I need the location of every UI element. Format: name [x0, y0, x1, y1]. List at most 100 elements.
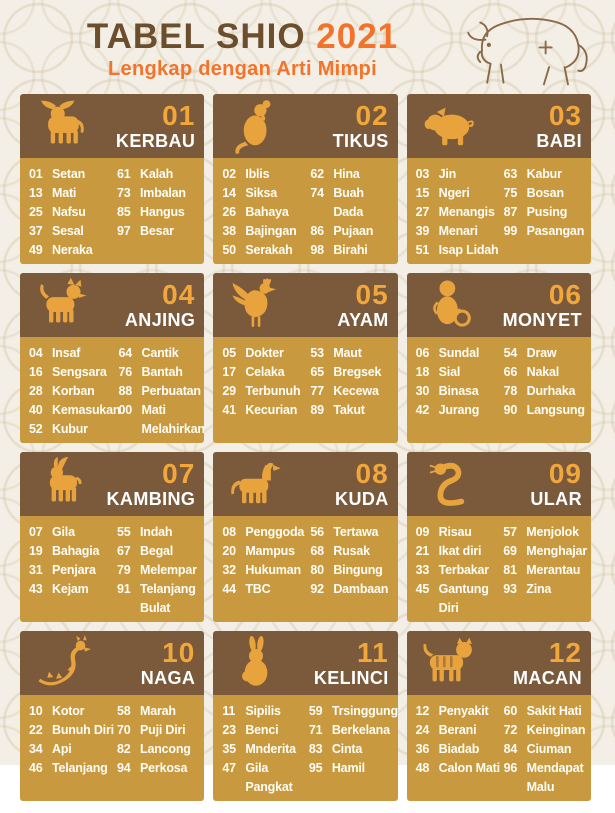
dream-entry: 01 Setan: [29, 165, 114, 184]
dream-entry: 33 Terbakar: [416, 561, 501, 580]
entry-number: 43: [29, 582, 43, 596]
entry-number: 60: [503, 704, 518, 718]
entry-word: Bosan: [526, 186, 564, 200]
entry-number: 30: [415, 384, 430, 398]
entry-number: 15: [415, 186, 430, 200]
entry-number: 03: [415, 167, 430, 181]
dream-entry: 41 Kecurian: [222, 401, 307, 420]
dream-entry: 71 Berkelana: [309, 721, 394, 740]
rooster-icon: [217, 276, 295, 334]
entry-word: Sial: [438, 365, 461, 379]
dream-entry: 40 Kemasukan: [29, 401, 121, 420]
card-name: BABI: [536, 131, 582, 151]
page-title: TABEL SHIO 2021: [44, 18, 441, 56]
entry-word: Marah: [140, 704, 176, 718]
entry-number: 57: [503, 525, 517, 539]
entry-word: Insaf: [52, 346, 81, 360]
entry-number: 45: [415, 582, 430, 596]
entry-word: Merantau: [526, 563, 581, 577]
dream-entry: 88 Perbuatan: [119, 382, 204, 401]
shio-card-monyet: 06 MONYET 06 Sundal 18 Sial 30 Binasa 42 Jurang 54…: [406, 273, 591, 443]
dream-entry: 37 Sesal: [29, 222, 114, 241]
card-titles: 03 BABI: [489, 100, 582, 151]
entry-word: Pujaan: [333, 224, 374, 238]
entry-word: Kejam: [52, 582, 89, 596]
entry-column-left: 08 Penggoda 20 Mampus 32 Hukuman 44 TBC: [222, 523, 307, 618]
card-name: MACAN: [512, 668, 582, 688]
entry-number: 77: [310, 384, 324, 398]
card-number: 03: [548, 100, 582, 131]
entry-number: 62: [310, 167, 324, 181]
shio-card-ayam: 05 AYAM 05 Dokter 17 Celaka 29 Terbunuh 41 Kecuri…: [213, 273, 398, 443]
entry-number: 08: [222, 525, 236, 539]
entry-column-right: 57 Menjolok 69 Menghajar 81 Merantau 93 Zina: [503, 523, 587, 618]
entry-number: 40: [29, 403, 43, 417]
shio-card-naga: 10 NAGA 10 Kotor 22 Bunuh Diri 34 Api 46 Telanjan…: [20, 631, 205, 801]
card-body: 03 Jin 15 Ngeri 27 Menangis 39 Menari 51 Isap Lid…: [406, 158, 591, 264]
entry-word: Gantung Diri: [438, 582, 489, 615]
card-name: NAGA: [140, 668, 196, 688]
dream-entry: 10 Kotor: [29, 702, 114, 721]
entry-word: TBC: [245, 582, 271, 596]
entry-number: 51: [415, 243, 430, 257]
entry-word: Buah Dada: [333, 186, 364, 219]
entry-word: Sesal: [52, 224, 84, 238]
entry-word: Menghajar: [526, 544, 587, 558]
monkey-icon: [411, 276, 489, 334]
entry-word: Langsung: [526, 403, 585, 417]
entry-word: Penyakit: [438, 704, 489, 718]
entry-word: Bajingan: [245, 224, 297, 238]
entry-number: 13: [29, 186, 43, 200]
card-header: 09 ULAR: [406, 452, 591, 516]
entry-column-left: 06 Sundal 18 Sial 30 Binasa 42 Jurang: [416, 344, 501, 439]
entry-word: Telanjang Bulat: [140, 582, 196, 615]
card-titles: 10 NAGA: [102, 639, 196, 688]
entry-number: 84: [503, 742, 518, 756]
dream-entry: 66 Nakal: [504, 363, 587, 382]
entry-number: 46: [29, 761, 43, 775]
entry-word: Mati: [52, 186, 77, 200]
entry-number: 00: [118, 403, 133, 417]
dream-entry: 67 Begal: [117, 542, 200, 561]
card-titles: 11 KELINCI: [295, 639, 388, 688]
entry-word: Terbunuh: [245, 384, 301, 398]
shio-card-kambing: 07 KAMBING 07 Gila 19 Bahagia 31 Penjara 43 Kejam…: [20, 452, 205, 622]
dream-entry: 06 Sundal: [416, 344, 501, 363]
card-name: ULAR: [530, 489, 582, 509]
entry-number: 86: [310, 224, 324, 238]
dream-entry: 32 Hukuman: [222, 561, 307, 580]
entry-word: Hina: [333, 167, 360, 181]
entry-word: Biadab: [438, 742, 480, 756]
shio-card-kelinci: 11 KELINCI 11 Sipilis 23 Benci 35 Mnderita 47 Gil…: [213, 631, 398, 801]
entry-number: 71: [308, 723, 323, 737]
entry-number: 91: [117, 582, 131, 596]
entry-word: Berani: [438, 723, 477, 737]
dream-entry: 14 Siksa: [222, 184, 307, 203]
shio-card-kerbau: 01 KERBAU 01 Setan 13 Mati 25 Nafsu 37 Sesal 49 Ner…: [20, 94, 205, 264]
entry-column-right: 64 Cantik 76 Bantah 88 Perbuatan 00 Mati Melahi…: [118, 344, 205, 439]
pig-icon: [411, 97, 489, 155]
entry-column-right: 63 Kabur 75 Bosan 87 Pusing 99 Pasangan: [504, 165, 587, 260]
entry-number: 20: [222, 544, 236, 558]
entry-number: 07: [29, 525, 43, 539]
dream-entry: 07 Gila: [29, 523, 114, 542]
entry-number: 41: [222, 403, 236, 417]
entry-word: Lancong: [140, 742, 191, 756]
dog-icon: [24, 276, 102, 334]
entry-word: Ciuman: [526, 742, 572, 756]
card-titles: 07 KAMBING: [102, 460, 195, 509]
dream-entry: 85 Hangus: [117, 203, 200, 222]
entry-column-left: 10 Kotor 22 Bunuh Diri 34 Api 46 Telanjang: [29, 702, 114, 797]
entry-number: 70: [117, 723, 131, 737]
card-header: 02 TIKUS: [213, 94, 398, 158]
dream-entry: 81 Merantau: [503, 561, 587, 580]
entry-number: 21: [415, 544, 430, 558]
dragon-icon: [24, 634, 102, 692]
dream-entry: 58 Marah: [117, 702, 200, 721]
shio-card-macan: 12 MACAN 12 Penyakit 24 Berani 36 Biadab 48 Calon…: [406, 631, 591, 801]
entry-number: 22: [29, 723, 43, 737]
entry-word: Mampus: [245, 544, 295, 558]
entry-number: 52: [29, 422, 43, 436]
entry-number: 75: [503, 186, 518, 200]
ox-line-art-icon: [441, 7, 609, 93]
